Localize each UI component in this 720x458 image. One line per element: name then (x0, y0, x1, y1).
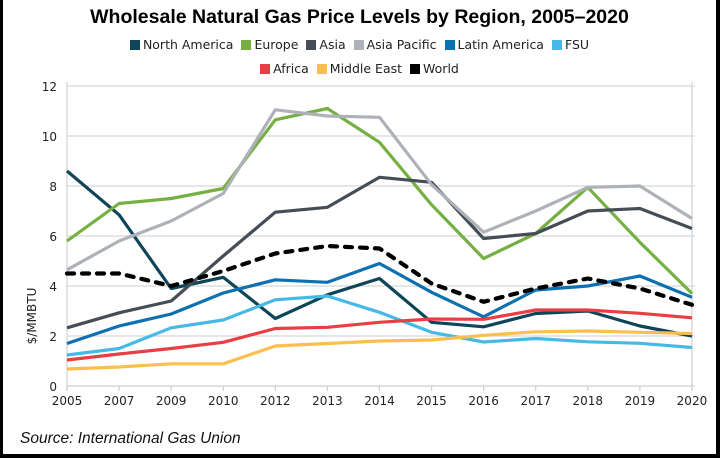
legend-swatch (551, 40, 562, 50)
legend-swatch (260, 64, 271, 74)
legend-item-asia-pacific: Asia Pacific (353, 37, 437, 52)
x-tick-label: 2005 (52, 394, 83, 408)
x-tick-label: 2014 (364, 394, 395, 408)
y-tick-label: 4 (49, 280, 57, 294)
legend-swatch (316, 64, 327, 74)
x-tick-label: 2018 (573, 394, 604, 408)
source-note: Source: International Gas Union (20, 430, 241, 447)
legend-swatch (410, 64, 421, 74)
legend-swatch (306, 40, 317, 50)
x-tick-label: 2020 (677, 394, 708, 408)
series-line-asia-pacific (66, 108, 693, 272)
chart-frame: Wholesale Natural Gas Price Levels by Re… (3, 0, 716, 454)
legend-item-world: World (410, 61, 459, 76)
x-tick-label: 2012 (260, 394, 291, 408)
x-tick-label: 2007 (104, 394, 135, 408)
series-line-africa (66, 308, 693, 362)
y-tick-label: 10 (42, 130, 57, 144)
legend-swatch (129, 40, 140, 50)
legend-label: Europe (254, 37, 299, 52)
legend-item-latin-america: Latin America (444, 37, 544, 52)
legend-row-2: Africa Middle East World (3, 61, 716, 76)
chart-title: Wholesale Natural Gas Price Levels by Re… (90, 6, 629, 28)
x-tick-label: 2013 (312, 394, 343, 408)
legend-label: North America (142, 37, 234, 52)
series-line-fsu (66, 294, 693, 357)
y-axis-title: $/MMBTU (25, 288, 39, 345)
legend-swatch (241, 40, 252, 50)
y-tick-label: 2 (49, 330, 57, 344)
legend-row-1: North America Europe Asia Asia Pacific Latin… (3, 37, 716, 52)
legend-item-middle-east: Middle East (316, 61, 403, 76)
legend-item-asia: Asia (306, 37, 346, 52)
x-tick-label: 2009 (156, 394, 187, 408)
y-tick-label: 0 (49, 380, 57, 394)
legend-item-africa: Africa (260, 61, 309, 76)
series-line-world (64, 243, 695, 307)
x-tick-label: 2019 (625, 394, 656, 408)
legend-label: FSU (564, 37, 590, 52)
x-tick-label: 2010 (208, 394, 239, 408)
y-tick-label: 6 (49, 230, 57, 244)
legend-label: World (423, 61, 459, 76)
legend-label: Africa (273, 61, 309, 76)
legend-swatch (353, 40, 364, 50)
x-tick-label: 2017 (520, 394, 551, 408)
legend-label: Latin America (457, 37, 544, 52)
x-tick-label: 2015 (416, 394, 447, 408)
series-line-asia (66, 175, 693, 330)
series-line-middle-east (66, 329, 693, 371)
y-tick-label: 12 (42, 80, 57, 94)
legend-label: Middle East (329, 61, 403, 76)
x-tick-label: 2016 (468, 394, 499, 408)
legend-label: Asia (319, 37, 346, 52)
legend-item-europe: Europe (241, 37, 298, 52)
legend-swatch (444, 40, 455, 50)
legend-item-fsu: FSU (551, 37, 590, 52)
series-line-latin-america (66, 261, 693, 346)
legend-label: Asia Pacific (366, 37, 437, 52)
legend-item-north-america: North America (129, 37, 234, 52)
y-tick-label: 8 (49, 180, 57, 194)
